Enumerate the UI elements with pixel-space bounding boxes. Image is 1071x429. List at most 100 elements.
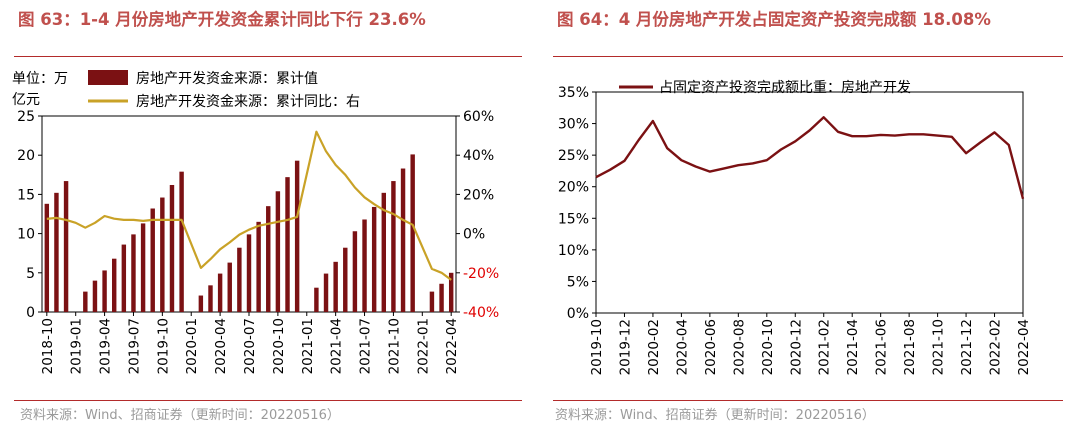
left-bar	[343, 247, 348, 312]
left-bar	[448, 272, 454, 312]
left-y-tick-label: 0	[26, 305, 35, 321]
right-x-tick-label: 2020-08	[731, 319, 747, 375]
right-x-tick-label: 2021-06	[874, 319, 890, 375]
right-y-tick-label: 40%	[463, 148, 494, 164]
left-bar	[102, 270, 107, 312]
left-legend-line-label: 房地产开发资金来源：累计同比：右	[136, 94, 360, 110]
left-bar	[256, 221, 261, 312]
right-y-tick-label: 5%	[567, 274, 589, 290]
left-unit-label-1: 单位：万	[12, 71, 68, 87]
right-y-tick-label: 60%	[463, 109, 494, 125]
left-unit-label-2: 亿元	[12, 92, 40, 108]
right-share-line	[595, 116, 1025, 200]
right-x-tick-label: 2020-04	[674, 319, 690, 375]
right-x-tick-label: 2022-04	[1016, 319, 1032, 375]
left-bar	[44, 203, 50, 312]
right-x-tick-label: 2022-02	[988, 319, 1004, 375]
right-x-tick-label: 2021-02	[817, 319, 833, 375]
right-plot-area: 0% 5% 10% 15% 20% 25% 30% 35% 2019-10 2019-12 2020…	[558, 85, 1032, 375]
right-title-rule	[553, 56, 1063, 57]
right-x-tick-label: 2021-08	[902, 319, 918, 375]
left-bar	[429, 291, 435, 312]
right-x-tick-label: 2020-02	[646, 319, 662, 375]
right-y-tick-label: 20%	[558, 180, 589, 196]
left-x-tick-label: 2019-10	[155, 318, 171, 374]
left-chart-panel: 图 63：1-4 月份房地产开发资金累计同比下行 23.6% 单位：万 亿元 房…	[0, 0, 530, 429]
left-bar	[217, 273, 223, 312]
right-y-tick-label: -40%	[463, 305, 499, 321]
left-bar	[333, 261, 338, 312]
left-bar	[92, 280, 98, 312]
left-x-tick-label: 2021-01	[300, 318, 316, 374]
right-y-tick-label: 20%	[463, 187, 494, 203]
left-bar	[63, 181, 69, 312]
left-x-tick-label: 2022-01	[415, 318, 431, 374]
left-bar	[371, 206, 377, 312]
right-chart-panel: 图 64：4 月份房地产开发占固定资产投资完成额 18.08% 占固定资产投资完…	[549, 0, 1071, 429]
right-y-tick-label: 0%	[463, 227, 485, 243]
right-y-tick-label: 30%	[558, 117, 589, 133]
left-bar	[266, 206, 271, 312]
right-x-tick-label: 2020-10	[760, 319, 776, 375]
left-x-tick-label: 2021-04	[329, 318, 345, 374]
right-x-tick-label: 2021-04	[845, 319, 861, 375]
right-chart-title: 图 64：4 月份房地产开发占固定资产投资完成额 18.08%	[557, 10, 991, 29]
right-y-tick-label: 25%	[558, 148, 589, 164]
left-bar	[131, 234, 136, 312]
right-y-tick-label: 35%	[558, 85, 589, 101]
right-source-note: 资料来源：Wind、招商证券（更新时间：20220516）	[555, 408, 875, 423]
left-source-note: 资料来源：Wind、招商证券（更新时间：20220516）	[20, 408, 340, 423]
left-source-rule	[14, 400, 522, 401]
left-bar	[400, 168, 406, 312]
left-bar	[285, 177, 290, 312]
right-y-tick-label: -20%	[463, 266, 499, 282]
left-bar	[381, 192, 387, 312]
right-x-tick-label: 2020-12	[788, 319, 804, 375]
left-x-tick-label: 2022-04	[444, 318, 460, 374]
right-legend: 占固定资产投资完成额比重：房地产开发	[619, 80, 911, 96]
left-x-tick-label: 2020-07	[242, 318, 258, 374]
left-bar	[314, 287, 319, 312]
left-x-tick-label: 2020-01	[184, 318, 200, 374]
left-bar	[140, 223, 146, 312]
left-bar	[169, 184, 175, 312]
right-x-tick-label: 2021-12	[959, 319, 975, 375]
left-bar	[275, 191, 281, 312]
left-title-rule	[14, 56, 522, 57]
left-bar	[237, 247, 242, 312]
left-legend-bar-label: 房地产开发资金来源：累计值	[136, 71, 318, 87]
left-bar	[83, 291, 88, 312]
left-bar	[179, 171, 184, 312]
left-y-tick-label: 25	[17, 109, 35, 125]
right-chart-svg: 占固定资产投资完成额比重：房地产开发 0% 5% 10% 15% 20% 25% 30% 35…	[558, 80, 1032, 375]
left-x-tick-label: 2019-04	[98, 318, 114, 374]
left-bar	[410, 154, 415, 312]
right-x-tick-label: 2019-10	[589, 319, 605, 375]
left-x-tick-label: 2021-07	[358, 318, 374, 374]
left-bar	[439, 283, 444, 312]
left-x-tick-label: 2018-10	[40, 318, 56, 374]
left-bar	[54, 192, 59, 312]
left-y-tick-label: 5	[26, 266, 35, 282]
left-bar	[227, 262, 232, 312]
left-x-tick-label: 2020-10	[271, 318, 287, 374]
left-yoy-line	[46, 130, 452, 281]
left-x-tick-label: 2019-07	[126, 318, 142, 374]
right-x-tick-label: 2020-06	[703, 319, 719, 375]
left-bar	[246, 234, 252, 312]
left-bar	[121, 244, 127, 312]
right-legend-label: 占固定资产投资完成额比重：房地产开发	[659, 80, 911, 96]
left-bar	[150, 208, 155, 312]
right-x-tick-label: 2019-12	[617, 319, 633, 375]
right-x-tick-label: 2021-10	[931, 319, 947, 375]
right-y-tick-label: 0%	[567, 306, 589, 322]
left-x-tick-label: 2021-10	[386, 318, 402, 374]
left-y-tick-label: 15	[17, 187, 35, 203]
right-plot-frame	[595, 91, 1024, 314]
left-bar	[352, 231, 358, 312]
left-y-tick-label: 10	[17, 227, 35, 243]
left-x-tick-label: 2020-04	[213, 318, 229, 374]
left-plot-area: 0 5 10 15 20 25 -40% -20% 0% 20% 40% 60% 2018-10 2019…	[17, 109, 499, 374]
